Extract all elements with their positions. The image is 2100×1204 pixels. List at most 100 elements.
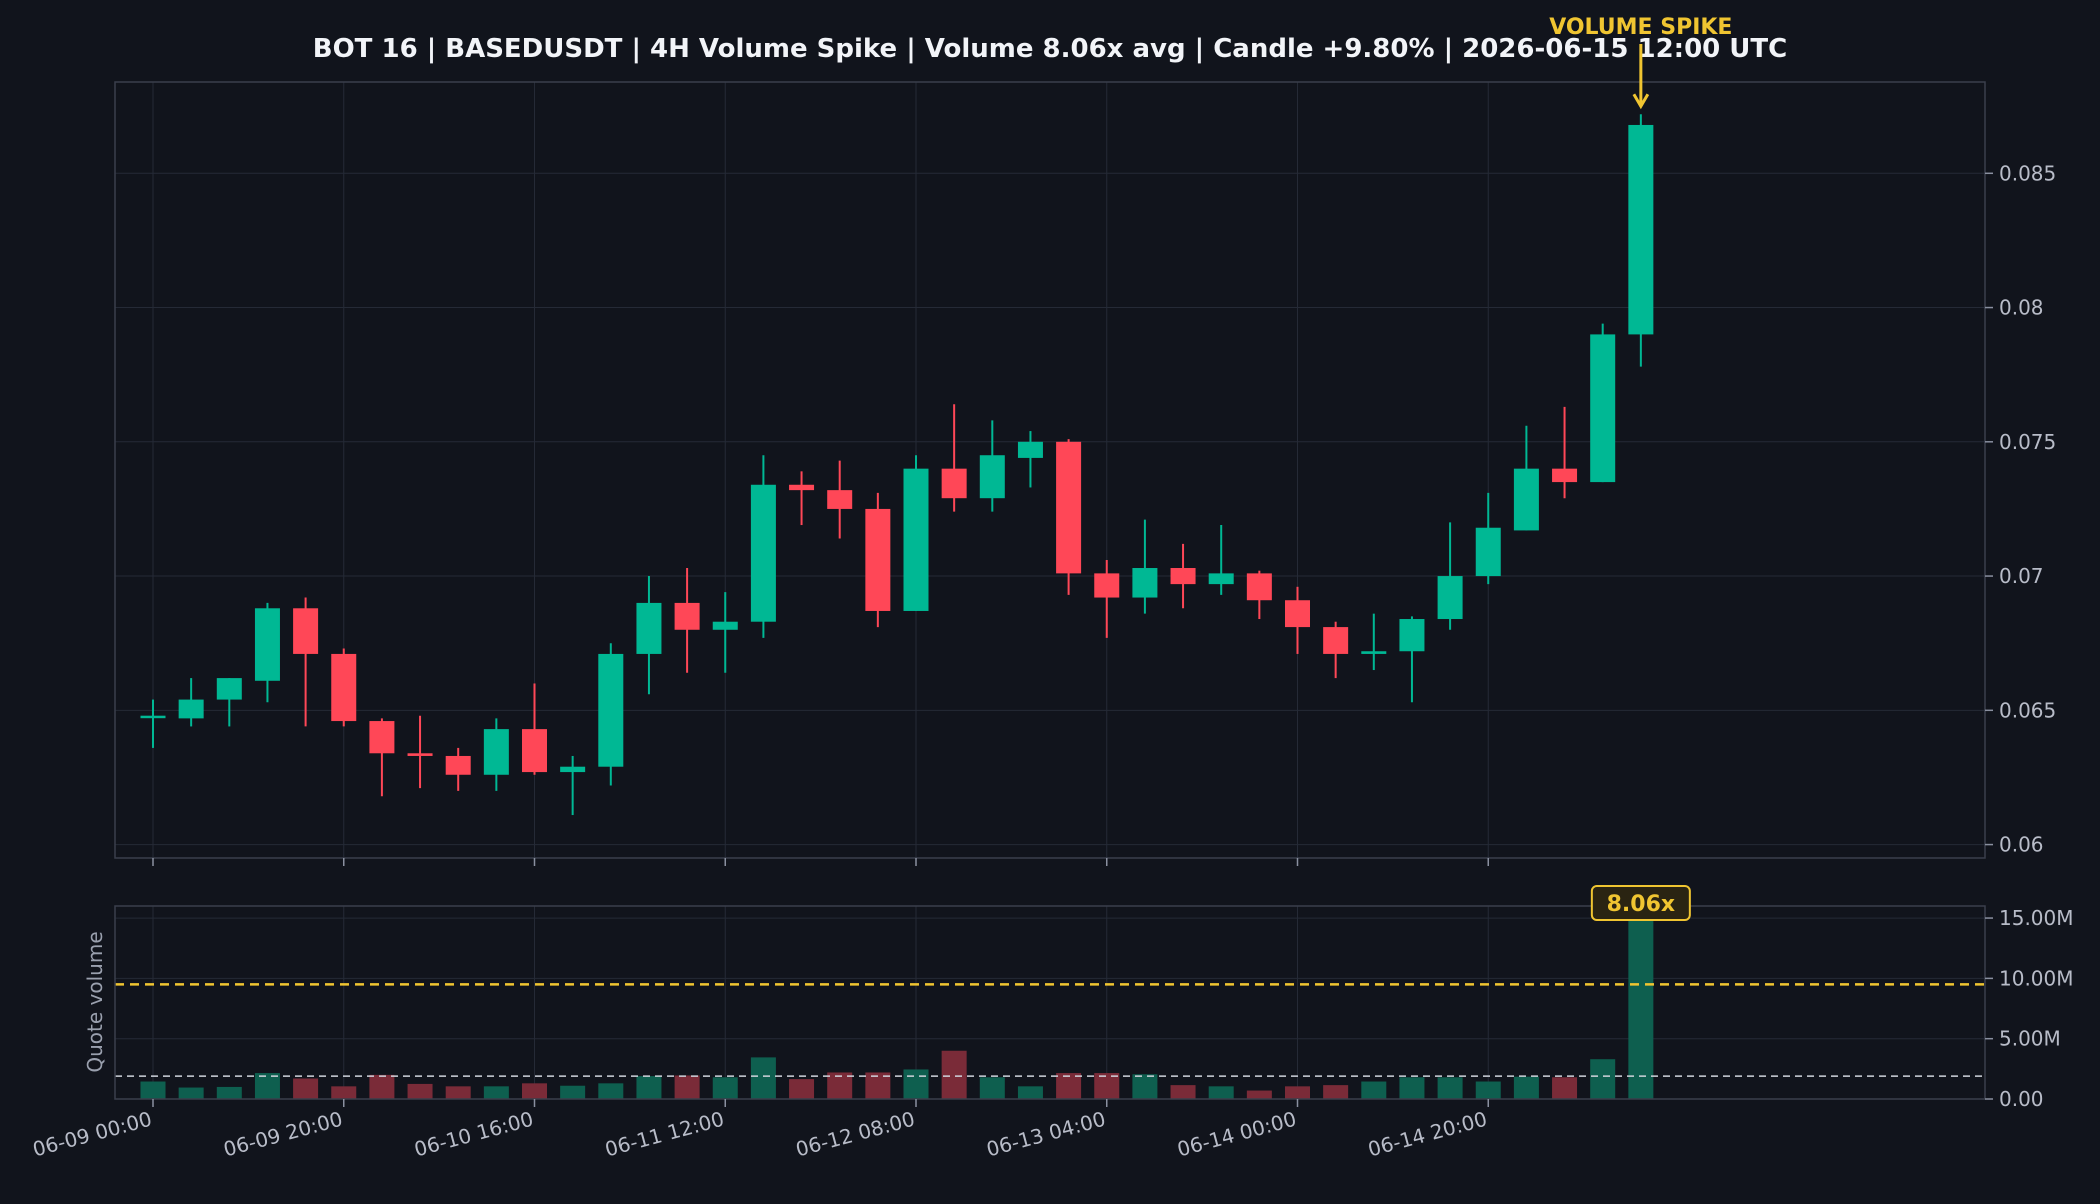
price-tick-label: 0.07 [1999, 564, 2044, 588]
volume-bar [445, 1086, 471, 1099]
volume-bar [331, 1086, 357, 1099]
candle-body [598, 653, 624, 767]
volume-bar [483, 1086, 509, 1099]
candle-body [1437, 576, 1463, 620]
candle-body [1208, 573, 1234, 585]
volume-bar [178, 1087, 204, 1099]
candle-body [979, 455, 1005, 499]
chart-title: BOT 16 | BASEDUSDT | 4H Volume Spike | V… [313, 34, 1787, 64]
volume-bar [407, 1083, 433, 1099]
volume-bar [598, 1083, 624, 1099]
candle [1094, 559, 1120, 638]
candle [1590, 323, 1616, 483]
volume-bar [903, 1069, 929, 1099]
volume-bar [750, 1057, 776, 1099]
spike-annotation: VOLUME SPIKE 8.06x [1549, 15, 1732, 921]
candle-body [1246, 573, 1272, 601]
candle [750, 455, 776, 638]
volume-bar [560, 1085, 586, 1099]
candle-body [331, 653, 357, 722]
volume-axis: 0.00 5.00M 10.00M 15.00M [1985, 906, 2074, 1111]
candle [1017, 431, 1043, 488]
candle [1285, 586, 1310, 654]
candles [140, 114, 1654, 816]
volume-bar [1208, 1086, 1234, 1099]
candle-body [560, 766, 586, 773]
candle-body [1513, 468, 1539, 531]
candle-body [1590, 334, 1616, 483]
volume-bar [789, 1079, 815, 1099]
volume-panel-frame [114, 905, 1986, 1100]
candle [522, 683, 547, 775]
candle-body [293, 608, 319, 654]
candle-body [1132, 568, 1158, 598]
candle [674, 568, 700, 673]
candle [1628, 114, 1654, 367]
price-tick-label: 0.085 [1999, 161, 2056, 185]
volume-bar [1399, 1077, 1425, 1099]
candle [1132, 519, 1158, 614]
volume-bar [941, 1050, 967, 1099]
volume-bar [1361, 1081, 1387, 1099]
volume-bar [216, 1086, 242, 1099]
candle-body [712, 621, 738, 630]
candle [636, 576, 662, 695]
volume-bar [140, 1081, 166, 1099]
candle-body [1552, 468, 1578, 483]
spike-ratio-text: 8.06x [1607, 892, 1675, 917]
volume-bar [827, 1072, 853, 1099]
candle [1361, 613, 1387, 671]
volume-tick-label: 5.00M [1999, 1027, 2061, 1051]
candle-body [903, 468, 929, 611]
volume-tick-label: 15.00M [1999, 906, 2074, 930]
price-tick-label: 0.06 [1999, 833, 2044, 857]
candle-body [636, 602, 662, 654]
volume-bar [1170, 1085, 1196, 1099]
candle-body [445, 755, 471, 775]
candle [1399, 616, 1425, 703]
candle [483, 718, 509, 791]
candle-body [1285, 600, 1310, 628]
candle [216, 678, 242, 727]
candle [903, 455, 929, 611]
candle [293, 597, 319, 727]
volume-bar [636, 1076, 662, 1099]
candle-body [865, 508, 891, 611]
candle-body [1628, 124, 1654, 335]
candle [1208, 525, 1234, 595]
volume-spike-label: VOLUME SPIKE [1549, 15, 1732, 40]
candle [789, 471, 815, 526]
candle-body [1094, 573, 1120, 598]
candle [979, 420, 1005, 512]
candle [1056, 439, 1082, 595]
candle-body [1475, 527, 1501, 577]
candle-body [1170, 568, 1196, 585]
candle-body [1361, 651, 1387, 654]
candle [560, 755, 586, 816]
price-tick-label: 0.065 [1999, 698, 2056, 722]
candle-body [1017, 441, 1043, 458]
volume-bar [712, 1077, 738, 1099]
candle [1323, 621, 1349, 679]
candle-body [407, 753, 433, 756]
volume-bar [254, 1073, 280, 1099]
candle [941, 404, 967, 512]
candle-body [522, 729, 547, 773]
volume-reference-lines [115, 983, 1985, 1077]
candle [712, 592, 738, 673]
volume-tick-label: 0.00 [1999, 1087, 2044, 1111]
candle [865, 492, 891, 628]
volume-bar [1056, 1073, 1082, 1099]
candle [331, 648, 357, 727]
candle [1552, 406, 1578, 499]
candle [254, 602, 280, 703]
candle [407, 715, 433, 789]
spike-ratio-badge [1590, 885, 1691, 921]
volume-bar [674, 1075, 700, 1099]
candle-body [178, 699, 204, 719]
candle [369, 718, 395, 797]
candle-body [941, 468, 967, 499]
